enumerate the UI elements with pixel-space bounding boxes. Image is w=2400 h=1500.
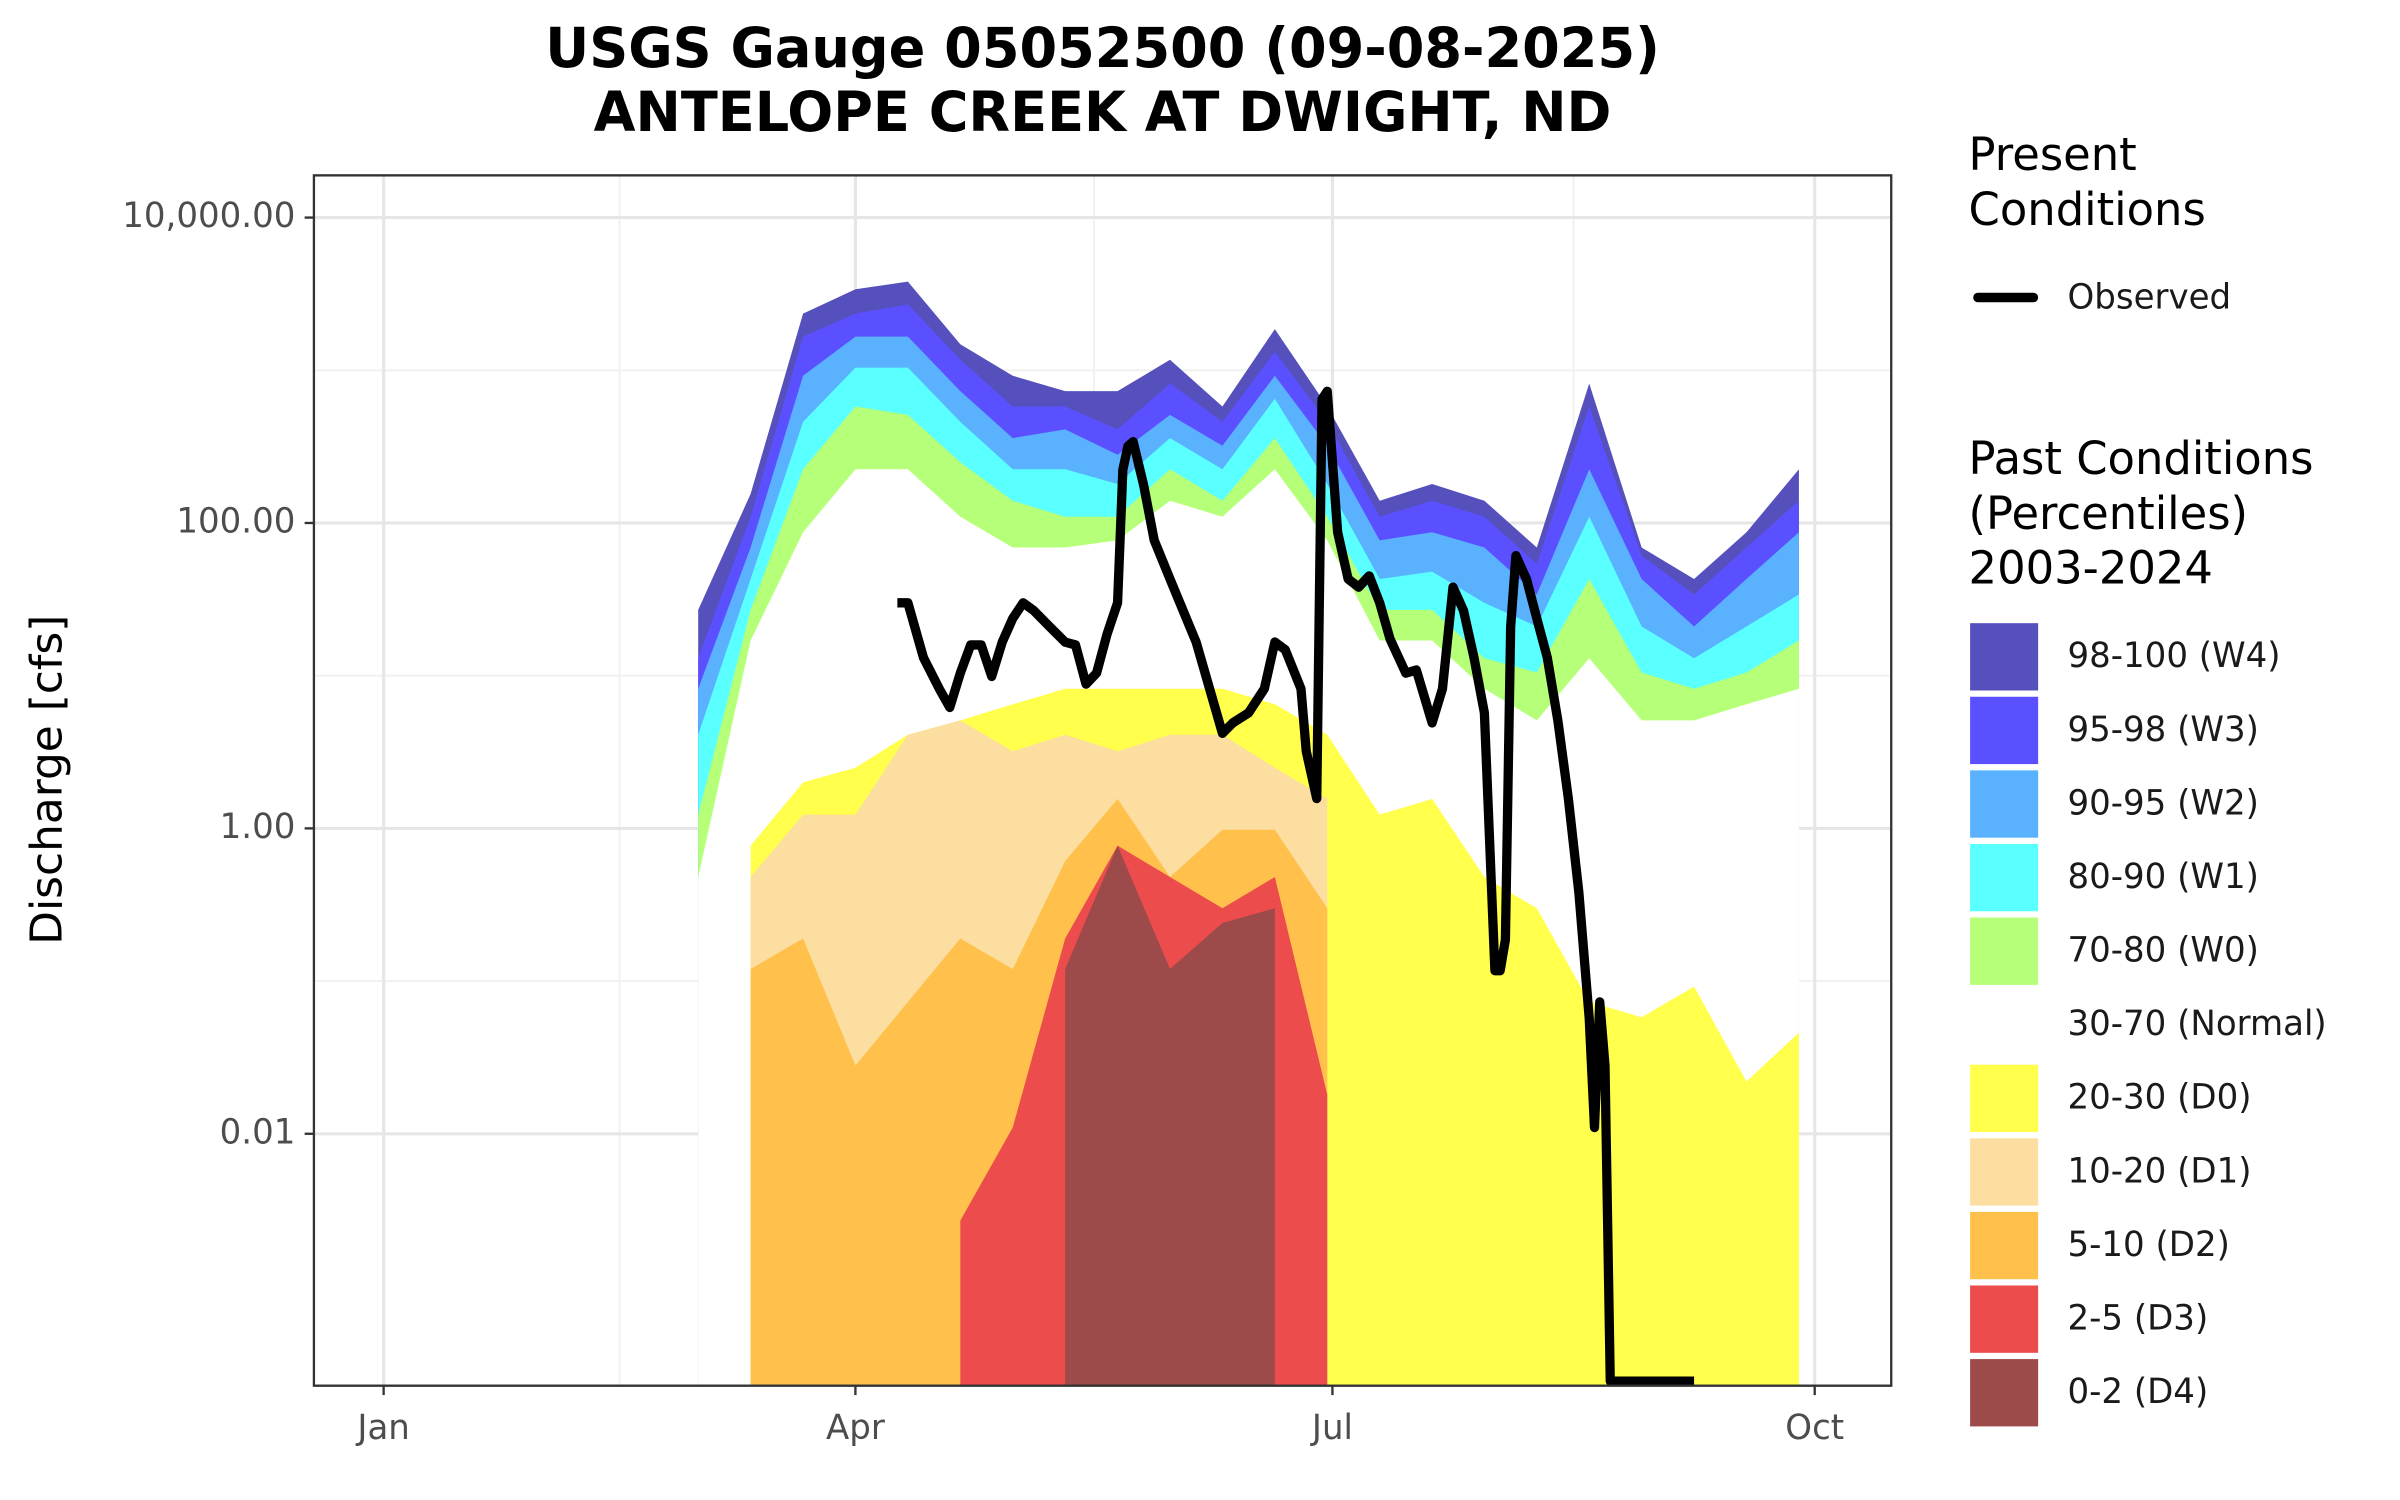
legend-key xyxy=(1970,1138,2039,1206)
legend-label: 20-30 (D0) xyxy=(2068,1078,2252,1118)
legend-title: Present xyxy=(1969,128,2137,181)
y-tick-label: 10,000.00 xyxy=(122,196,295,236)
y-axis-title: Discharge [cfs] xyxy=(23,615,73,945)
legend-label: 95-98 (W3) xyxy=(2068,710,2259,750)
x-tick-label: Apr xyxy=(826,1408,886,1448)
legend-key xyxy=(1970,1064,2039,1133)
plot-area xyxy=(313,175,1892,1386)
legend-key xyxy=(1970,696,2039,765)
y-tick-label: 1.00 xyxy=(220,807,296,847)
legend-label: 10-20 (D1) xyxy=(2068,1151,2252,1191)
legend-label: 0-2 (D4) xyxy=(2068,1372,2209,1412)
y-tick-label: 100.00 xyxy=(176,501,295,541)
y-tick-label: 0.01 xyxy=(220,1112,296,1152)
legend-key xyxy=(1970,1211,2039,1280)
legend-label: 80-90 (W1) xyxy=(2068,857,2259,897)
legend-key xyxy=(1970,1359,2039,1427)
legend-key xyxy=(1970,843,2039,912)
legend-key xyxy=(1970,623,2039,691)
observed-line xyxy=(897,386,1695,1386)
x-tick-label: Jan xyxy=(355,1408,409,1448)
legend-label: Observed xyxy=(2068,277,2232,317)
legend-key xyxy=(1970,1285,2039,1353)
x-tick-label: Oct xyxy=(1785,1408,1844,1448)
legend-title: Conditions xyxy=(1969,183,2206,236)
legend-label: 70-80 (W0) xyxy=(2068,930,2259,970)
legend-label: 90-95 (W2) xyxy=(2068,783,2259,823)
legend-label: 30-70 (Normal) xyxy=(2068,1004,2327,1044)
legend-label: 2-5 (D3) xyxy=(2068,1298,2209,1338)
chart-subtitle: ANTELOPE CREEK AT DWIGHT, ND xyxy=(594,80,1612,144)
legend-key xyxy=(1970,917,2039,985)
x-tick-label: Jul xyxy=(1310,1408,1353,1448)
percentile-band xyxy=(1065,845,1275,1386)
legend-key xyxy=(1970,991,2039,1059)
legend-title: (Percentiles) xyxy=(1969,487,2249,540)
plot-frame xyxy=(312,174,1893,1387)
legend-key xyxy=(1970,770,2039,838)
legend-title: Past Conditions xyxy=(1969,432,2314,485)
legend-label: 98-100 (W4) xyxy=(2068,636,2281,676)
legend-title: 2003-2024 xyxy=(1969,541,2213,594)
chart-title: USGS Gauge 05052500 (09-08-2025) xyxy=(545,16,1660,80)
legend-label: 5-10 (D2) xyxy=(2068,1225,2230,1265)
